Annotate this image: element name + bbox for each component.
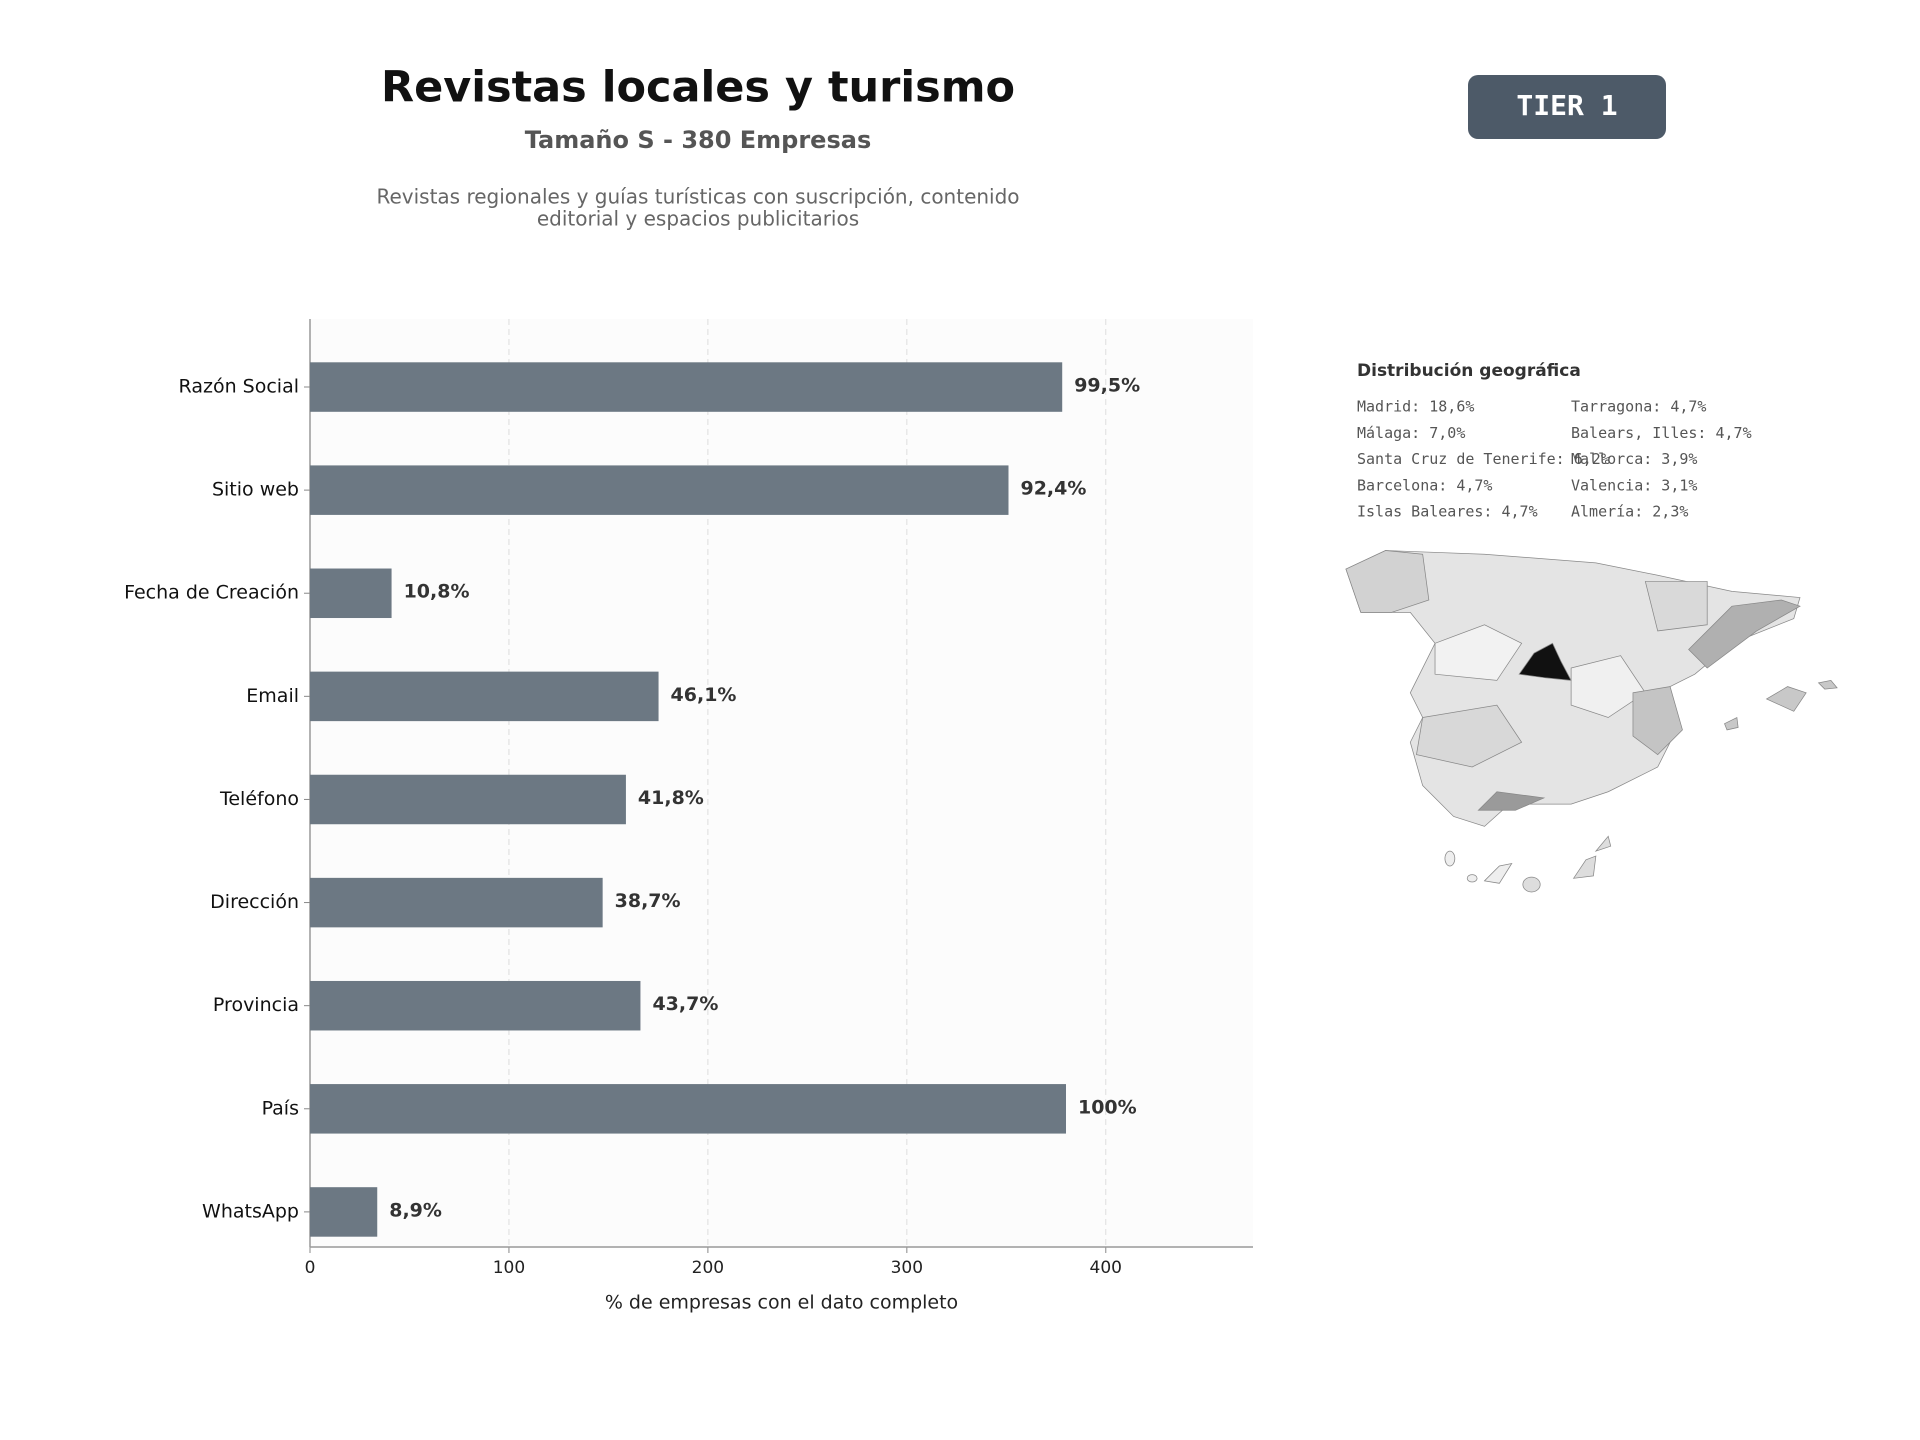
geo-item: Valencia: 3,1% [1571,476,1697,494]
bar [310,1084,1066,1134]
x-tick-label: 200 [692,1258,724,1278]
map-baleares [1817,679,1838,690]
description-line: editorial y espacios publicitarios [537,207,859,231]
value-label: 46,1% [671,684,737,706]
map-region [1570,655,1646,718]
map-malaga [1477,791,1546,811]
x-tick-label: 0 [305,1258,316,1278]
map-baleares [1724,716,1739,731]
y-tick-label: Provincia [213,994,299,1016]
chart-subtitle: Tamaño S - 380 Empresas [525,126,871,154]
geo-item: Almería: 2,3% [1571,503,1688,521]
value-label: 43,7% [652,993,718,1015]
chart-title: Revistas locales y turismo [381,63,1015,113]
map-canaries [1522,876,1541,893]
map [1345,550,1838,893]
geo-item: Islas Baleares: 4,7% [1357,503,1538,521]
y-tick-label: Fecha de Creación [124,582,299,604]
description-line: Revistas regionales y guías turísticas c… [376,185,1019,209]
value-label: 41,8% [638,787,704,809]
x-tick-label: 100 [493,1258,525,1278]
badge [1468,75,1666,139]
bar [310,362,1063,412]
map-canaries [1594,835,1612,852]
bar [310,980,641,1031]
geo-item: Mallorca: 3,9% [1571,450,1697,468]
map-canaries [1466,874,1478,883]
value-label: 8,9% [389,1199,442,1221]
value-label: 100% [1078,1096,1137,1118]
x-tick-label: 400 [1090,1258,1122,1278]
value-label: 92,4% [1020,478,1086,500]
geo-item: Tarragona: 4,7% [1571,398,1706,416]
bar [310,877,603,928]
map-canaries [1444,850,1456,867]
geo-item: Santa Cruz de Tenerife: 6,2% [1357,450,1610,468]
map-valencia [1632,686,1683,756]
map-canaries [1483,862,1513,884]
bar [310,568,392,619]
bar [310,465,1009,515]
map-baleares [1765,686,1807,712]
y-tick-label: Teléfono [219,788,299,810]
bar [310,1187,378,1237]
map-madrid [1518,642,1572,681]
map-region [1416,704,1523,768]
map-region [1434,624,1523,681]
map-catalonia [1688,599,1801,669]
y-tick-label: País [262,1097,299,1119]
map-region [1345,550,1430,613]
y-tick-label: Razón Social [179,376,299,398]
x-axis-label: % de empresas con el dato completo [605,1292,958,1314]
value-label: 99,5% [1074,375,1140,397]
geo-item: Balears, Illes: 4,7% [1571,424,1752,442]
y-tick-label: Sitio web [212,479,299,501]
y-tick-label: Dirección [210,891,299,913]
geo-item: Málaga: 7,0% [1357,424,1465,442]
map-canaries [1572,855,1597,879]
y-tick-label: WhatsApp [202,1200,299,1222]
value-label: 38,7% [615,890,681,912]
badge-text: TIER 1 [1516,89,1617,122]
bar [310,774,626,825]
geo-item: Barcelona: 4,7% [1357,476,1492,494]
value-label: 10,8% [404,581,470,603]
map-region [1644,581,1708,632]
y-tick-label: Email [246,685,299,707]
geo-title: Distribución geográfica [1357,361,1581,381]
bar [310,671,659,722]
geo-item: Madrid: 18,6% [1357,398,1474,416]
x-tick-label: 300 [891,1258,923,1278]
